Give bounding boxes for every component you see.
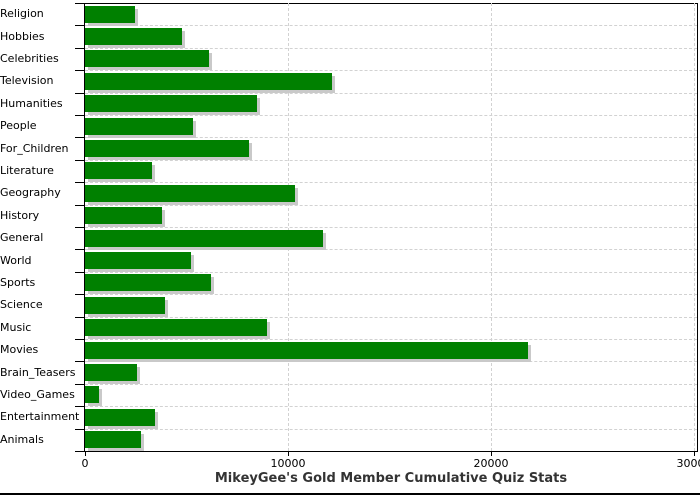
y-tick-mark [75,48,84,49]
bar [85,162,152,179]
bar [85,319,267,336]
y-tick-mark [75,406,84,407]
x-tick-mark [85,451,86,456]
h-gridline [85,272,697,273]
plot-right-border [697,3,698,451]
h-gridline [85,93,697,94]
bar [85,252,191,269]
y-tick-mark [75,294,84,295]
bar [85,431,141,448]
h-gridline [85,317,697,318]
h-gridline [85,406,697,407]
h-gridline [85,137,697,138]
h-gridline [85,294,697,295]
y-tick-mark [75,25,84,26]
y-tick-mark [75,272,84,273]
bar [85,230,323,247]
bottom-rule [0,493,700,495]
y-tick-mark [75,429,84,430]
y-tick-mark [75,451,84,452]
bar [85,342,528,359]
x-tick-mark [491,451,492,456]
y-tick-mark [75,93,84,94]
h-gridline [85,115,697,116]
h-gridline [85,249,697,250]
h-gridline [85,70,697,71]
bar [85,274,211,291]
bar [85,297,165,314]
chart-title: MikeyGee's Gold Member Cumulative Quiz S… [214,471,568,486]
x-tick-mark [694,451,695,456]
y-axis-line [84,3,85,452]
bar [85,118,193,135]
y-tick-mark [75,137,84,138]
bar [85,73,332,90]
h-gridline [85,25,697,26]
x-tick-label: 20000 [473,457,509,470]
h-gridline [85,361,697,362]
bar [85,140,249,157]
y-tick-mark [75,182,84,183]
x-tick-mark [288,451,289,456]
plot-top-border [75,3,698,4]
y-tick-mark [75,70,84,71]
bar [85,28,182,45]
bar [85,50,209,67]
x-tick-label: 0 [81,457,89,470]
h-gridline [85,339,697,340]
bar [85,409,155,426]
bar [85,6,135,23]
y-tick-mark [75,249,84,250]
h-gridline [85,384,697,385]
h-gridline [85,160,697,161]
y-tick-mark [75,3,84,4]
x-tick-label: 30000 [676,457,700,470]
y-tick-mark [75,384,84,385]
bar [85,207,162,224]
bar [85,95,257,112]
h-gridline [85,48,697,49]
y-tick-mark [75,317,84,318]
bar [85,185,295,202]
y-tick-mark [75,205,84,206]
x-axis-line [75,451,698,452]
bar [85,386,99,403]
y-tick-mark [75,339,84,340]
y-tick-mark [75,361,84,362]
bar [85,364,137,381]
x-tick-label: 10000 [270,457,306,470]
h-gridline [85,182,697,183]
y-tick-mark [75,227,84,228]
y-tick-mark [75,115,84,116]
y-tick-mark [75,160,84,161]
h-gridline [85,205,697,206]
h-gridline [85,429,697,430]
h-gridline [85,227,697,228]
